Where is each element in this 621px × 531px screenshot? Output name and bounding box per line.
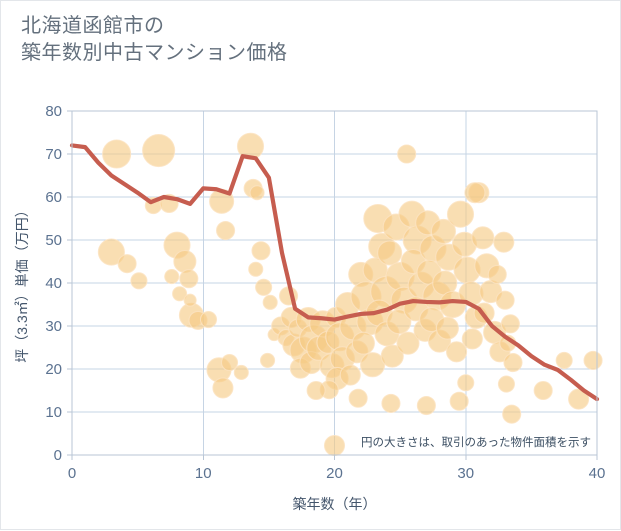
x-tick-label: 30 bbox=[457, 465, 474, 482]
data-bubble bbox=[416, 395, 436, 416]
data-bubble bbox=[220, 353, 239, 372]
y-tick-label: 40 bbox=[45, 275, 62, 292]
data-bubble bbox=[212, 377, 234, 399]
y-tick-label: 10 bbox=[45, 404, 62, 421]
x-tick-label: 40 bbox=[589, 465, 606, 482]
data-bubble bbox=[464, 182, 486, 204]
data-bubble bbox=[487, 264, 507, 284]
data-bubble bbox=[386, 309, 412, 335]
data-bubble bbox=[583, 350, 603, 370]
y-tick-label: 80 bbox=[45, 103, 62, 120]
x-axis-title: 築年数（年） bbox=[293, 496, 377, 512]
data-bubble bbox=[130, 272, 148, 290]
data-bubble bbox=[461, 328, 483, 350]
data-bubble bbox=[446, 341, 468, 363]
y-tick-label: 0 bbox=[54, 447, 62, 464]
data-bubble bbox=[306, 380, 326, 401]
data-bubble bbox=[457, 374, 475, 392]
data-bubble bbox=[183, 293, 197, 307]
y-tick-label: 60 bbox=[45, 189, 62, 206]
data-bubble bbox=[500, 314, 520, 334]
bubble-size-annotation: 円の大きさは、取引のあった物件面積を示す bbox=[361, 435, 591, 449]
data-bubble bbox=[233, 364, 249, 380]
y-axis-tick-labels: 0 10 20 30 40 50 60 70 80 bbox=[45, 103, 62, 464]
y-tick-label: 20 bbox=[45, 361, 62, 378]
data-bubble bbox=[117, 254, 137, 274]
data-bubble bbox=[251, 241, 271, 261]
y-axis-title: 坪（3.3㎡）単価（万円） bbox=[14, 203, 30, 362]
data-bubble bbox=[339, 364, 361, 386]
data-bubble bbox=[533, 380, 553, 401]
data-bubble bbox=[351, 331, 375, 355]
data-bubble bbox=[435, 316, 459, 340]
data-bubble bbox=[502, 404, 522, 424]
x-tick-label: 0 bbox=[68, 465, 76, 482]
data-bubble bbox=[199, 310, 218, 329]
x-tick-label: 20 bbox=[326, 465, 343, 482]
data-bubble bbox=[323, 434, 346, 457]
data-bubble bbox=[446, 200, 475, 228]
data-bubble bbox=[348, 388, 368, 408]
data-bubble bbox=[430, 218, 456, 244]
data-bubble bbox=[381, 393, 401, 413]
y-tick-label: 50 bbox=[45, 232, 62, 249]
data-bubble bbox=[493, 231, 515, 253]
data-bubble bbox=[262, 294, 278, 310]
chart-title: 北海道函館市の 築年数別中古マンション価格 bbox=[21, 15, 288, 64]
data-bubble bbox=[396, 331, 420, 355]
bubble-series bbox=[97, 132, 603, 457]
data-bubble bbox=[248, 261, 264, 277]
data-bubble bbox=[102, 139, 132, 169]
data-bubble bbox=[97, 238, 125, 266]
trend-line bbox=[69, 143, 600, 402]
data-bubble bbox=[497, 375, 515, 393]
data-bubble bbox=[449, 391, 469, 411]
data-bubble bbox=[471, 226, 495, 250]
data-bubble bbox=[255, 278, 273, 296]
data-bubble bbox=[260, 352, 276, 368]
x-tick-label: 10 bbox=[195, 465, 212, 482]
data-bubble bbox=[377, 240, 403, 266]
x-axis-tick-labels: 0 10 20 30 40 bbox=[68, 465, 606, 482]
data-bubble bbox=[397, 144, 417, 164]
axis-tickmarks bbox=[67, 110, 598, 460]
y-tick-label: 70 bbox=[45, 146, 62, 163]
y-tick-label: 30 bbox=[45, 318, 62, 335]
data-bubble bbox=[555, 351, 573, 369]
data-bubble bbox=[173, 249, 197, 274]
data-bubble bbox=[249, 185, 265, 201]
data-bubble bbox=[495, 290, 515, 310]
data-bubble bbox=[179, 269, 199, 289]
data-bubble bbox=[164, 268, 180, 285]
data-bubble bbox=[216, 220, 236, 241]
data-bubble bbox=[568, 388, 590, 410]
data-bubble bbox=[503, 352, 523, 373]
data-bubble bbox=[172, 286, 188, 302]
data-bubble bbox=[142, 134, 176, 168]
data-bubble bbox=[380, 344, 404, 368]
